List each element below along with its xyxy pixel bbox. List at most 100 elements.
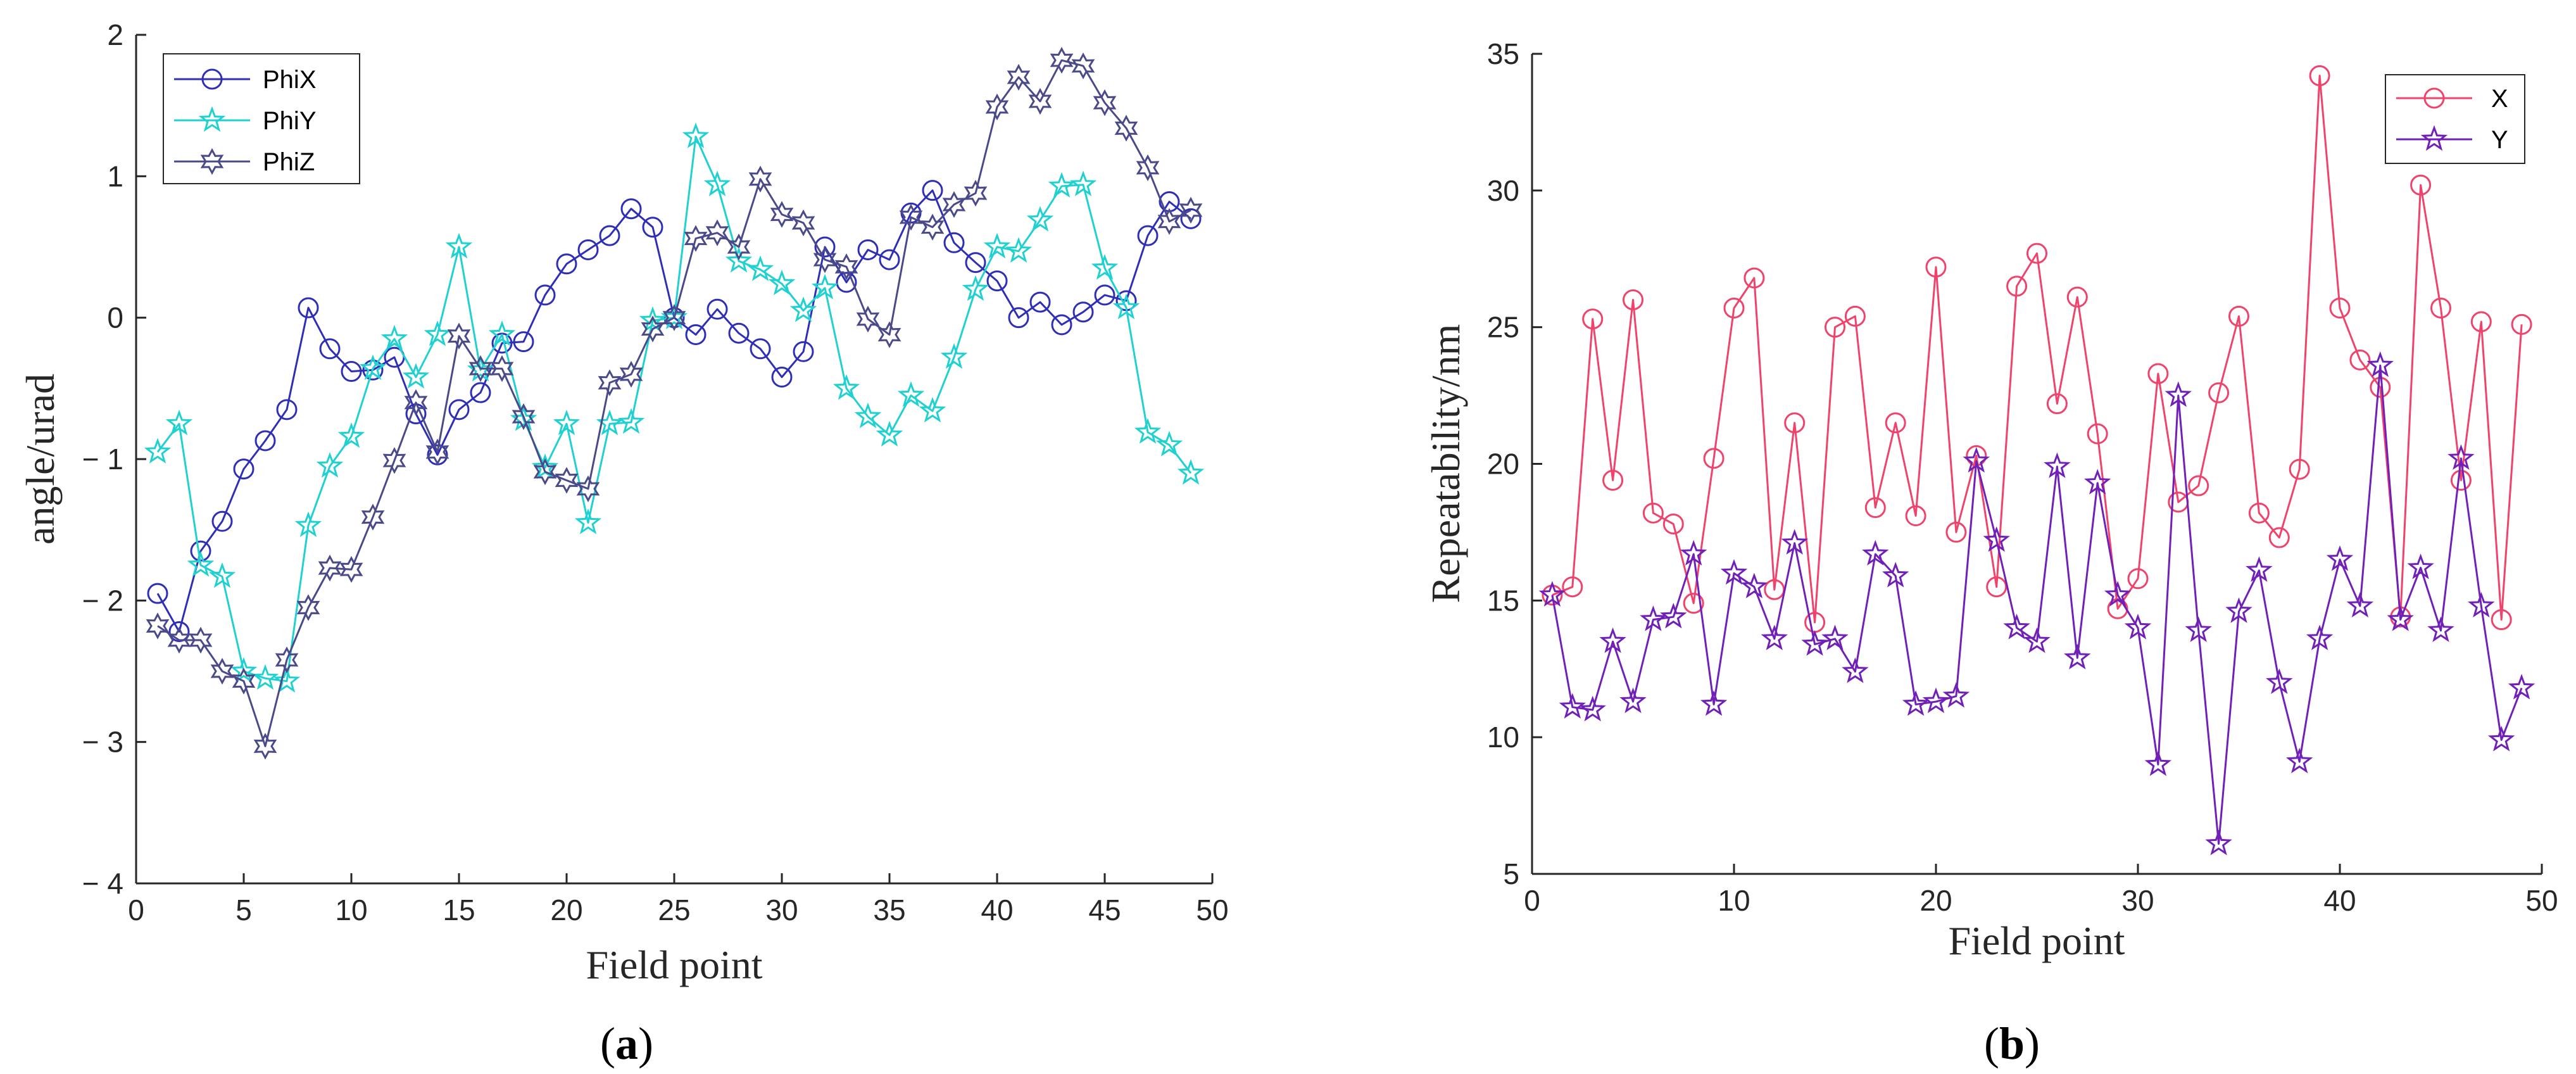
chart-a-point-phiy bbox=[553, 409, 581, 436]
chart-a-point-phiz bbox=[727, 233, 751, 261]
chart-b-y-tick-label: 20 bbox=[1487, 448, 1519, 481]
chart-a-point-phiz bbox=[1114, 115, 1138, 142]
chart-b-y-tick-label: 10 bbox=[1487, 721, 1519, 754]
chart-b-point-x bbox=[1623, 289, 1643, 310]
panel-label-b: (b) bbox=[1984, 1018, 2040, 1069]
chart-a-point-phiz bbox=[447, 322, 471, 350]
chart-a-point-phix bbox=[556, 253, 577, 275]
chart-b-point-x bbox=[2450, 469, 2472, 491]
chart-b-point-y bbox=[2246, 556, 2273, 582]
chart-a-point-phix bbox=[707, 298, 728, 320]
chart-a-point-phix bbox=[922, 180, 943, 201]
chart-a-point-phix bbox=[986, 270, 1008, 292]
chart-b-point-y bbox=[2023, 627, 2051, 654]
chart-b-point-x bbox=[1844, 305, 1866, 327]
chart-a-point-phix bbox=[1008, 307, 1029, 329]
chart-b-point-y bbox=[2326, 545, 2354, 571]
chart-b-point-x bbox=[2026, 243, 2047, 264]
chart-a-legend-marker-phiy bbox=[198, 106, 226, 132]
chart-a-point-phix bbox=[362, 359, 384, 381]
chart-a-point-phiz bbox=[490, 355, 514, 382]
chart-b-y-tick-label: 30 bbox=[1487, 174, 1519, 207]
chart-a-point-phiy bbox=[811, 274, 839, 300]
chart-a-point-phiz bbox=[770, 201, 794, 228]
chart-a-point-phiz bbox=[813, 246, 837, 274]
chart-a-point-phiz bbox=[791, 209, 815, 237]
chart-a-point-phiz bbox=[275, 646, 299, 674]
chart-b-point-x bbox=[2208, 382, 2230, 403]
panel-label-a-letter: a bbox=[615, 1018, 638, 1069]
chart-a-point-phiy bbox=[187, 551, 215, 577]
chart-a-x-tick-label: 35 bbox=[873, 894, 905, 926]
chart-a-point-phiz bbox=[533, 458, 557, 486]
chart-a-point-phix bbox=[1180, 208, 1202, 229]
chart-b-point-x bbox=[2430, 297, 2451, 319]
chart-a-point-phiz bbox=[253, 733, 277, 760]
chart-a-point-phix bbox=[233, 458, 254, 480]
chart-b-point-x bbox=[1864, 497, 1886, 519]
chart-a-point-phiy bbox=[1069, 170, 1097, 196]
chart-a-point-phiy bbox=[488, 320, 516, 346]
chart-b-y-tick-label: 5 bbox=[1503, 857, 1519, 890]
chart-a-point-phix bbox=[1137, 225, 1159, 246]
chart-a-point-phiy bbox=[768, 269, 796, 296]
chart-a-point-phiy bbox=[832, 374, 860, 400]
chart-a-point-phix bbox=[298, 297, 319, 319]
chart-a-ylabel: angle/urad bbox=[18, 374, 63, 545]
chart-b-y-tick-label: 35 bbox=[1487, 37, 1519, 70]
chart-a-x-tick-label: 15 bbox=[443, 894, 475, 926]
chart-b-point-x bbox=[1723, 297, 1745, 319]
chart-b-point-x bbox=[2188, 475, 2209, 496]
chart-b-legend: X Y bbox=[2385, 74, 2525, 164]
chart-a-xlabel: Field point bbox=[586, 942, 762, 987]
chart-b-x-tick-label: 50 bbox=[2525, 884, 2558, 917]
chart-a-point-phiy bbox=[230, 657, 258, 683]
chart-a-point-phiz bbox=[576, 475, 600, 503]
chart-b-point-y bbox=[2285, 747, 2313, 774]
chart-a-point-phix bbox=[836, 272, 857, 293]
chart-a-point-phiz bbox=[942, 191, 966, 218]
chart-b-point-y bbox=[2468, 591, 2495, 617]
chart-b-point-x bbox=[2006, 275, 2028, 297]
chart-b-point-y bbox=[2205, 830, 2232, 856]
chart-a-point-phix bbox=[793, 341, 814, 362]
chart-a-point-phiy bbox=[1134, 418, 1162, 444]
chart-a-point-phiz bbox=[684, 225, 708, 252]
chart-a-x-tick-label: 5 bbox=[236, 894, 252, 926]
chart-a-point-phiz bbox=[877, 321, 902, 348]
chart-a-point-phiy bbox=[445, 232, 473, 259]
chart-a-point-phiy bbox=[940, 343, 968, 369]
chart-b-x-tick-label: 10 bbox=[1718, 884, 1750, 917]
chart-a-point-phix bbox=[319, 338, 341, 360]
chart-a-point-phix bbox=[147, 583, 168, 604]
chart-b-point-y bbox=[1781, 529, 1808, 555]
chart-b-point-y bbox=[2366, 351, 2394, 377]
chart-a-point-phix bbox=[1051, 314, 1072, 336]
chart-a-point-phiy bbox=[208, 562, 236, 588]
chart-a-point-phiz bbox=[425, 438, 449, 465]
chart-a-legend-item-phiy: PhiY bbox=[174, 106, 317, 135]
chart-a-legend-marker-phix bbox=[201, 68, 223, 90]
chart-a-point-phiy bbox=[510, 405, 537, 431]
chart-a-point-phix bbox=[750, 338, 771, 360]
chart-b-point-y bbox=[2185, 616, 2212, 642]
chart-a-point-phiy bbox=[1026, 206, 1054, 232]
chart-a-point-phiz bbox=[985, 93, 1009, 121]
chart-b-point-y bbox=[2487, 726, 2515, 752]
chart-a-point-phiy bbox=[854, 402, 882, 429]
chart-a-point-phiy bbox=[983, 232, 1011, 259]
chart-b-x-tick-label: 40 bbox=[2323, 884, 2356, 917]
chart-b-point-x bbox=[2127, 568, 2149, 590]
chart-a-point-phiy bbox=[897, 381, 925, 407]
chart-b-point-y bbox=[1842, 657, 1869, 683]
chart-a-point-phix bbox=[771, 366, 793, 388]
chart-b-point-y bbox=[1599, 627, 1626, 654]
chart-b-ylabel: Repeatability/nm bbox=[1423, 324, 1468, 603]
chart-a-legend-label-phiz: PhiZ bbox=[263, 148, 315, 176]
chart-b-point-y bbox=[2427, 616, 2454, 642]
chart-b-point-y bbox=[2266, 668, 2293, 694]
chart-b-point-y bbox=[1862, 540, 1889, 565]
chart-a-x-tick-label: 30 bbox=[765, 894, 798, 926]
chart-a-point-phiy bbox=[574, 509, 602, 534]
chart-b-point-y bbox=[1640, 605, 1667, 631]
